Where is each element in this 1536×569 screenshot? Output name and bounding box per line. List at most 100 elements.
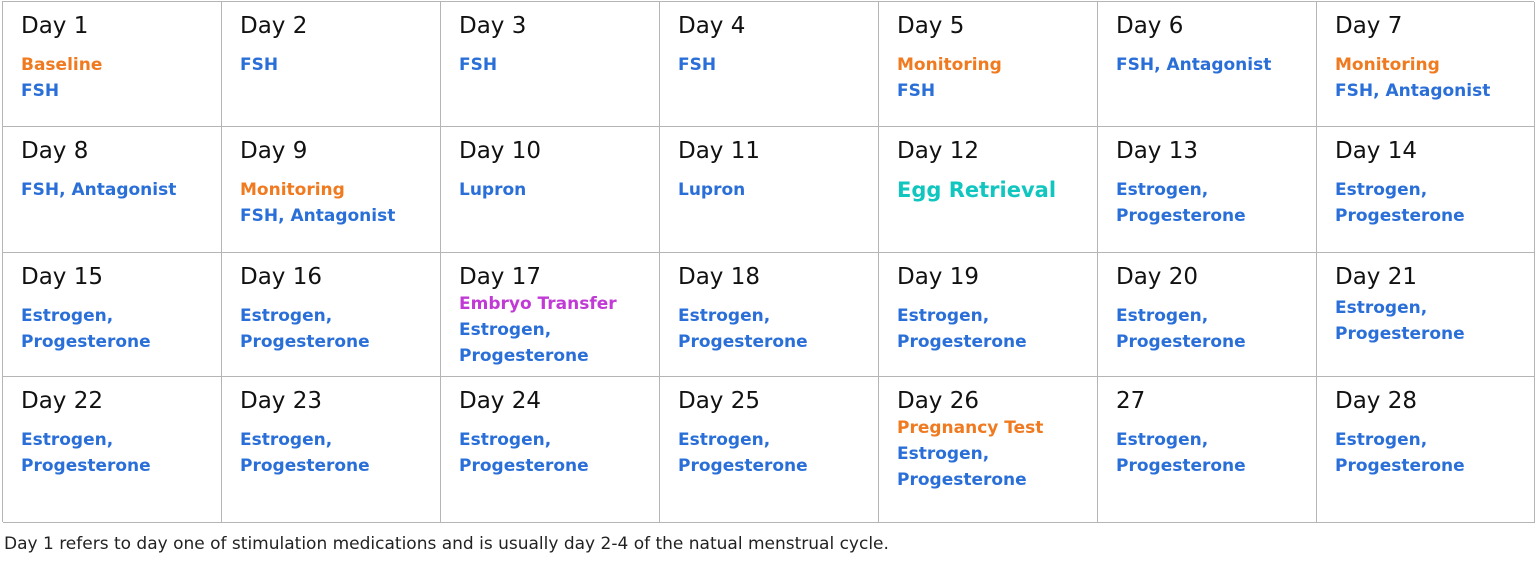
calendar-cell: Day 17 Embryo Transfer Estrogen, Progestero…: [441, 253, 660, 377]
calendar-cell: Day 9 Monitoring FSH, Antagonist: [222, 127, 441, 253]
day-label: Day 11: [678, 138, 760, 164]
day-label: Day 3: [459, 13, 527, 39]
event-med: Progesterone: [678, 456, 808, 476]
day-label: Day 28: [1335, 388, 1417, 414]
event-appointment: Monitoring: [897, 55, 1002, 75]
day-label: Day 7: [1335, 13, 1403, 39]
calendar-cell: Day 18 Estrogen, Progesterone: [660, 253, 879, 377]
day-label: Day 10: [459, 138, 541, 164]
event-med: FSH: [897, 81, 936, 101]
calendar-cell: Day 24 Estrogen, Progesterone: [441, 377, 660, 523]
day-label: Day 2: [240, 13, 308, 39]
event-med: Progesterone: [459, 456, 589, 476]
event-med: Estrogen,: [1335, 430, 1428, 450]
event-med: Estrogen,: [240, 306, 333, 326]
day-label: Day 17: [459, 264, 541, 290]
calendar-cell: Day 22 Estrogen, Progesterone: [3, 377, 222, 523]
event-med: FSH: [21, 81, 60, 101]
event-med: Progesterone: [21, 332, 151, 352]
event-appointment: Monitoring: [1335, 55, 1440, 75]
calendar-cell: Day 28 Estrogen, Progesterone: [1317, 377, 1535, 523]
event-med: Estrogen,: [1335, 180, 1428, 200]
day-label: Day 26: [897, 388, 979, 414]
calendar-cell: 27 Estrogen, Progesterone: [1098, 377, 1317, 523]
day-label: Day 14: [1335, 138, 1417, 164]
calendar-cell: Day 10 Lupron: [441, 127, 660, 253]
day-label: 27: [1116, 388, 1146, 414]
calendar-cell: Day 1 Baseline FSH: [3, 2, 222, 127]
calendar-cell: Day 26 Pregnancy Test Estrogen, Progesteron…: [879, 377, 1098, 523]
calendar-cell: Day 7 Monitoring FSH, Antagonist: [1317, 2, 1535, 127]
day-label: Day 8: [21, 138, 89, 164]
event-med: Estrogen,: [678, 430, 771, 450]
event-med: Lupron: [678, 180, 746, 200]
day-label: Day 21: [1335, 264, 1417, 290]
calendar-cell: Day 3 FSH: [441, 2, 660, 127]
day-label: Day 15: [21, 264, 103, 290]
event-med: Lupron: [459, 180, 527, 200]
day-label: Day 20: [1116, 264, 1198, 290]
event-med: Progesterone: [240, 456, 370, 476]
calendar-cell: Day 11 Lupron: [660, 127, 879, 253]
calendar-cell: Day 19 Estrogen, Progesterone: [879, 253, 1098, 377]
event-med: Progesterone: [1116, 332, 1246, 352]
event-appointment: Pregnancy Test: [897, 418, 1044, 438]
day-label: Day 22: [21, 388, 103, 414]
event-med: Progesterone: [1335, 456, 1465, 476]
calendar-cell: Day 8 FSH, Antagonist: [3, 127, 222, 253]
event-transfer: Embryo Transfer: [459, 294, 617, 314]
event-med: Estrogen,: [1116, 430, 1209, 450]
day-label: Day 12: [897, 138, 979, 164]
event-med: Progesterone: [1335, 206, 1465, 226]
calendar-cell: Day 15 Estrogen, Progesterone: [3, 253, 222, 377]
event-med: Progesterone: [1116, 206, 1246, 226]
footnote: Day 1 refers to day one of stimulation m…: [4, 534, 889, 554]
day-label: Day 24: [459, 388, 541, 414]
event-med: Estrogen,: [897, 306, 990, 326]
day-label: Day 5: [897, 13, 965, 39]
event-retrieval: Egg Retrieval: [897, 178, 1057, 202]
event-med: Estrogen,: [678, 306, 771, 326]
event-med: Progesterone: [897, 470, 1027, 490]
event-med: Progesterone: [678, 332, 808, 352]
event-med: FSH, Antagonist: [1335, 81, 1491, 101]
event-med: Estrogen,: [459, 430, 552, 450]
day-label: Day 13: [1116, 138, 1198, 164]
event-med: FSH: [459, 55, 498, 75]
calendar-cell: Day 23 Estrogen, Progesterone: [222, 377, 441, 523]
calendar-cell: Day 20 Estrogen, Progesterone: [1098, 253, 1317, 377]
event-med: FSH, Antagonist: [21, 180, 177, 200]
event-med: Estrogen,: [1335, 298, 1428, 318]
event-med: Progesterone: [1335, 324, 1465, 344]
event-med: Progesterone: [1116, 456, 1246, 476]
event-med: Estrogen,: [459, 320, 552, 340]
day-label: Day 23: [240, 388, 322, 414]
day-label: Day 9: [240, 138, 308, 164]
day-label: Day 4: [678, 13, 746, 39]
calendar-cell: Day 16 Estrogen, Progesterone: [222, 253, 441, 377]
event-appointment: Baseline: [21, 55, 103, 75]
calendar-cell: Day 13 Estrogen, Progesterone: [1098, 127, 1317, 253]
day-label: Day 19: [897, 264, 979, 290]
calendar-cell: Day 2 FSH: [222, 2, 441, 127]
event-med: Estrogen,: [240, 430, 333, 450]
event-med: Estrogen,: [897, 444, 990, 464]
day-label: Day 16: [240, 264, 322, 290]
calendar-cell: Day 14 Estrogen, Progesterone: [1317, 127, 1535, 253]
calendar-cell: Day 25 Estrogen, Progesterone: [660, 377, 879, 523]
calendar-cell: Day 21 Estrogen, Progesterone: [1317, 253, 1535, 377]
event-med: FSH: [240, 55, 279, 75]
calendar-grid: Day 1 Baseline FSH Day 2 FSH Day 3 FSH Day 4 FSH…: [2, 1, 1535, 523]
event-med: Estrogen,: [1116, 306, 1209, 326]
event-med: FSH, Antagonist: [240, 206, 396, 226]
event-med: Estrogen,: [1116, 180, 1209, 200]
event-med: FSH, Antagonist: [1116, 55, 1272, 75]
event-med: Progesterone: [459, 346, 589, 366]
day-label: Day 25: [678, 388, 760, 414]
event-med: Progesterone: [240, 332, 370, 352]
calendar-cell: Day 12 Egg Retrieval: [879, 127, 1098, 253]
event-med: Progesterone: [897, 332, 1027, 352]
calendar-cell: Day 4 FSH: [660, 2, 879, 127]
event-med: Estrogen,: [21, 430, 114, 450]
calendar-cell: Day 6 FSH, Antagonist: [1098, 2, 1317, 127]
